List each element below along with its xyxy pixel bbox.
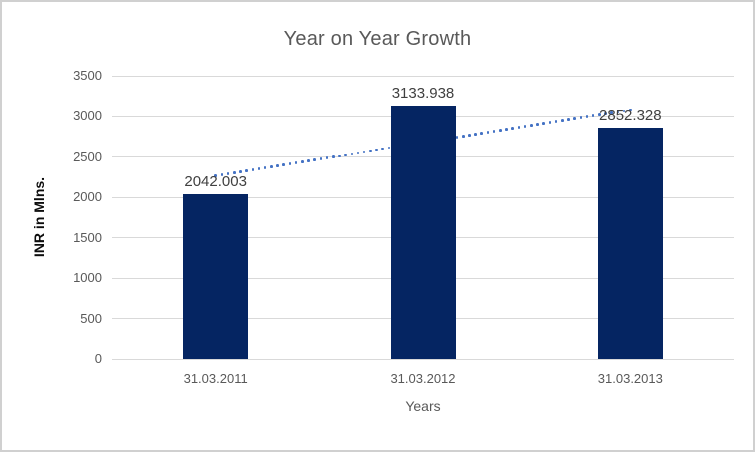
x-tick-label: 31.03.2013 <box>597 371 663 386</box>
trendline-dot <box>622 109 626 113</box>
data-label: 2042.003 <box>184 172 247 190</box>
x-tick-label: 31.03.2012 <box>390 371 456 386</box>
trendline-dot <box>331 155 335 159</box>
trendline-dot <box>288 162 292 165</box>
trendline-dot <box>616 110 620 114</box>
trendline-dot <box>517 126 521 129</box>
trendline-dot <box>567 118 570 121</box>
trendline-dot <box>598 113 601 117</box>
y-tick-label: 1500 <box>73 229 102 245</box>
trendline-dot <box>486 131 490 134</box>
trendline-dot <box>530 124 533 127</box>
bar <box>390 105 456 359</box>
data-label: 3133.938 <box>391 84 455 102</box>
trendline-dot <box>325 156 329 160</box>
plot-area: 2042.003 3133.938 2852.328 <box>112 75 734 360</box>
y-tick-label: 2500 <box>73 148 102 164</box>
trendline-dot <box>536 123 539 126</box>
trendline-dot <box>369 149 372 153</box>
trendline-dot <box>356 151 360 155</box>
trendline-dot <box>270 165 273 168</box>
data-label: 2852.328 <box>599 107 662 125</box>
y-tick-label: 3500 <box>73 68 102 83</box>
trendline-dot <box>239 170 242 173</box>
trendline-dot <box>319 157 323 161</box>
trendline-dot <box>604 112 607 116</box>
y-tick-label: 2000 <box>73 189 102 205</box>
x-axis-title: Years <box>405 398 441 414</box>
trendline-dot <box>505 128 508 131</box>
trendline-dot <box>554 120 558 123</box>
bar <box>183 193 249 359</box>
trendline-dot <box>251 168 255 171</box>
trendline-dot <box>282 163 286 166</box>
trendline-dot <box>511 127 515 130</box>
trendline-dot <box>591 114 595 118</box>
trendline-dot <box>338 154 341 158</box>
trendline-dot <box>381 147 385 151</box>
trendline-dot <box>560 119 564 122</box>
trendline-dot <box>375 148 378 152</box>
y-tick-label: 1000 <box>73 270 102 286</box>
trendline-dot <box>301 160 304 163</box>
trendline-dot <box>263 166 267 169</box>
trendline-dot <box>232 171 236 174</box>
trendline-dot <box>573 117 576 120</box>
bar <box>597 128 663 359</box>
trendline-dot <box>245 169 248 172</box>
trendline-dot <box>610 111 614 115</box>
trendline-dot <box>461 134 465 138</box>
trendline-dot <box>214 174 217 177</box>
trendline-dot <box>629 108 632 112</box>
x-tick-label: 31.03.2011 <box>183 371 248 386</box>
trendline-dot <box>468 133 471 137</box>
trendline-dot <box>474 133 477 136</box>
trendline-dot <box>480 132 484 135</box>
y-tick-label: 0 <box>94 351 102 366</box>
trendline-dot <box>220 173 224 176</box>
y-tick-label: 3000 <box>73 108 102 124</box>
trendline-dot <box>344 153 347 157</box>
trendline-dot <box>313 158 316 162</box>
trendline-dot <box>579 116 583 119</box>
trendline-dot <box>542 122 545 125</box>
gridline <box>112 75 734 77</box>
trendline-dot <box>492 130 496 133</box>
y-tick-label: 500 <box>80 310 102 326</box>
trendline-dot <box>548 121 552 124</box>
trendline-dot <box>226 172 230 175</box>
trendline-dot <box>276 164 279 167</box>
trendline-dot <box>523 125 527 128</box>
trendline-dot <box>362 150 366 154</box>
gridline <box>112 358 734 360</box>
chart-title: Year on Year Growth <box>283 28 472 50</box>
trendline-dot <box>257 167 261 170</box>
trendline-dot <box>350 152 354 156</box>
trendline-dot <box>499 129 502 132</box>
trendline-dot <box>387 146 391 150</box>
trendline-dot <box>585 115 589 118</box>
trendline-dot <box>455 135 459 139</box>
trendline-dot <box>307 159 310 162</box>
trendline-dot <box>294 161 298 164</box>
